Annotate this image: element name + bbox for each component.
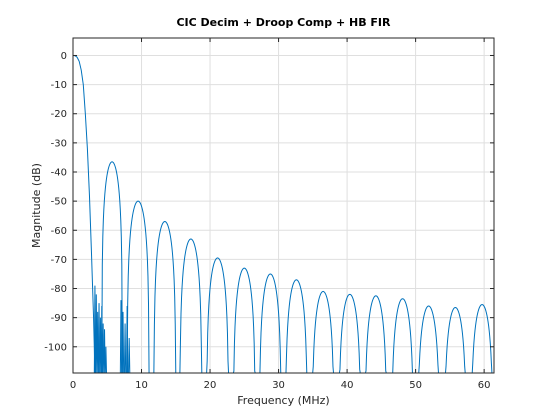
- notch-spike-1: [93, 285, 97, 374]
- sidelobe: [206, 257, 230, 374]
- sidelobe: [312, 290, 335, 374]
- sidelobe: [364, 295, 387, 374]
- sidelobe: [101, 161, 123, 374]
- notch-spike-1: [103, 329, 106, 374]
- sidelobe: [179, 238, 203, 374]
- series-layer: [72, 54, 494, 374]
- y-tick-label: -20: [51, 109, 67, 120]
- x-tick-label: 60: [478, 380, 491, 391]
- notch-spike-1: [99, 317, 102, 374]
- notch-spike-1: [96, 311, 99, 374]
- sidelobe: [471, 304, 494, 374]
- notch-spike-1: [97, 303, 101, 374]
- y-tick-label: -70: [51, 255, 67, 266]
- sidelobe: [338, 293, 361, 374]
- sidelobe: [232, 267, 256, 374]
- notch-spike-1: [102, 323, 105, 374]
- sidelobe: [444, 306, 467, 374]
- notch-spike-1: [104, 346, 108, 374]
- y-tick-label: -80: [51, 284, 67, 295]
- sidelobe: [417, 305, 440, 374]
- notch-spike-1: [95, 294, 98, 374]
- y-tick-label: -30: [51, 138, 67, 149]
- y-tick-label: -40: [51, 168, 67, 179]
- y-tick-label: 0: [61, 51, 67, 62]
- y-ticks: 0 -10 -20 -30 -40 -50 -60 -70 -80 -90 -100: [44, 51, 494, 353]
- y-axis-label: Magnitude (dB): [30, 163, 43, 248]
- y-tick-label: -90: [51, 313, 67, 324]
- sidelobe: [285, 279, 308, 374]
- x-ticks: 0 10 20 30 40 50 60: [70, 38, 491, 391]
- x-axis-label: Frequency (MHz): [237, 394, 329, 407]
- x-tick-label: 30: [272, 380, 285, 391]
- grid-horizontal: [73, 54, 494, 348]
- plot-area-background: [73, 38, 494, 373]
- sidelobe: [126, 200, 150, 374]
- chart-title: CIC Decim + Droop Comp + HB FIR: [176, 16, 391, 29]
- y-tick-label: -60: [51, 226, 67, 237]
- sidelobe: [259, 273, 282, 374]
- notch-spike-2: [128, 338, 131, 374]
- passband-curve: [72, 54, 96, 374]
- x-tick-label: 50: [409, 380, 422, 391]
- y-tick-label: -50: [51, 197, 67, 208]
- sidelobe: [153, 221, 177, 374]
- axes-box: [72, 37, 495, 374]
- x-tick-label: 10: [135, 380, 148, 391]
- x-tick-label: 20: [204, 380, 217, 391]
- sidelobe: [391, 298, 414, 374]
- x-tick-label: 0: [70, 380, 76, 391]
- notch-spike-2: [119, 300, 123, 374]
- x-tick-label: 40: [341, 380, 354, 391]
- y-tick-label: -10: [51, 80, 67, 91]
- y-tick-label: -100: [44, 342, 67, 353]
- notch-spike-2: [123, 323, 127, 374]
